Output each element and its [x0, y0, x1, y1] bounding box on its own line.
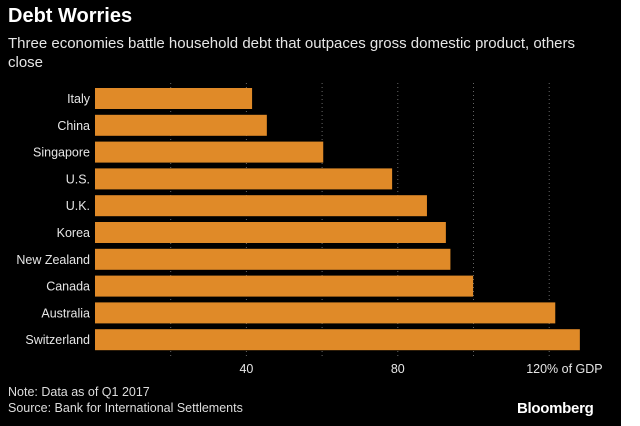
x-tick-label: 80: [391, 362, 405, 376]
category-label: Italy: [67, 92, 91, 106]
category-label: U.K.: [66, 199, 90, 213]
category-label: Switzerland: [25, 333, 90, 347]
bar-u-s-: [95, 168, 393, 190]
bar-korea: [95, 222, 446, 243]
bar-canada: [95, 275, 474, 297]
x-tick-label: 120% of GDP: [526, 362, 602, 376]
bar-new-zealand: [95, 248, 451, 270]
category-label: Canada: [46, 280, 90, 294]
x-tick-label: 40: [239, 362, 253, 376]
bar-italy: [95, 88, 253, 109]
bar-australia: [95, 302, 556, 324]
category-label: Singapore: [33, 146, 90, 160]
bar-china: [95, 114, 267, 136]
category-label: New Zealand: [16, 253, 90, 267]
category-label: Korea: [57, 226, 90, 240]
chart-title: Debt Worries: [8, 5, 133, 27]
bar-u-k-: [95, 195, 427, 217]
bar-singapore: [95, 141, 324, 163]
bloomberg-logo: Bloomberg: [517, 400, 594, 417]
category-label: U.S.: [66, 172, 90, 186]
chart-note: Note: Data as of Q1 2017: [8, 385, 150, 399]
chart-source: Source: Bank for International Settlemen…: [8, 401, 243, 415]
category-label: China: [57, 119, 90, 133]
chart-subtitle: Three economies battle household debt th…: [8, 35, 576, 71]
bar-switzerland: [95, 329, 580, 351]
category-label: Australia: [41, 306, 90, 320]
